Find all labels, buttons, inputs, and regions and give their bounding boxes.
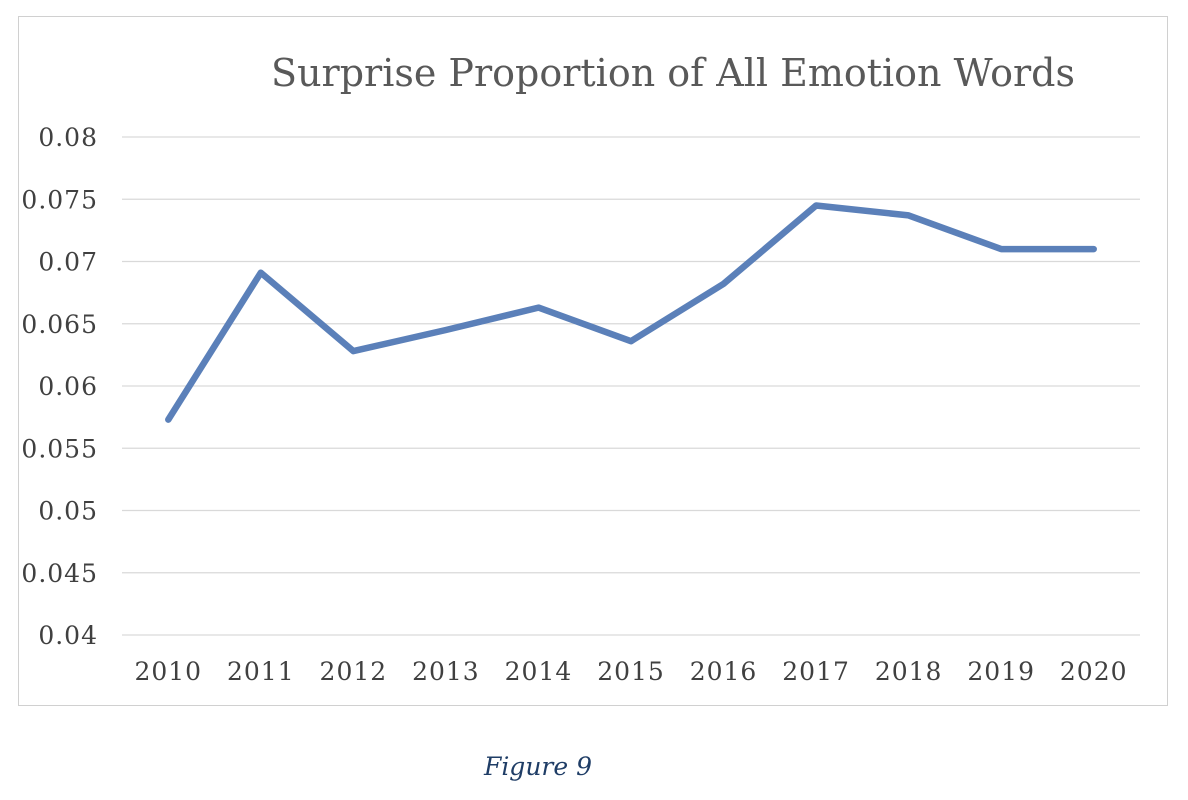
y-tick-label: 0.075 bbox=[21, 185, 98, 214]
x-tick-label: 2019 bbox=[967, 657, 1035, 686]
x-tick-label: 2012 bbox=[320, 657, 388, 686]
x-tick-label: 2020 bbox=[1060, 657, 1128, 686]
y-tick-label: 0.07 bbox=[38, 248, 98, 277]
line-chart: Surprise Proportion of All Emotion Words… bbox=[21, 51, 1140, 686]
x-tick-label: 2017 bbox=[782, 657, 850, 686]
series-layer bbox=[165, 202, 1097, 423]
x-tick-label: 2016 bbox=[690, 657, 758, 686]
y-tick-label: 0.08 bbox=[38, 123, 98, 152]
x-tick-label: 2018 bbox=[875, 657, 943, 686]
y-tick-label: 0.045 bbox=[21, 559, 98, 588]
y-axis-ticks: 0.04 0.045 0.05 0.055 0.06 0.065 0.07 0.075 0.08 bbox=[21, 123, 98, 650]
chart-frame bbox=[18, 16, 1168, 706]
x-tick-label: 2014 bbox=[505, 657, 573, 686]
y-tick-label: 0.05 bbox=[38, 497, 98, 526]
y-tick-label: 0.06 bbox=[38, 372, 98, 401]
x-tick-label: 2011 bbox=[227, 657, 295, 686]
y-tick-label: 0.055 bbox=[21, 434, 98, 463]
x-axis-ticks: 2010 2011 2012 2013 2014 2015 2016 2017 2018 2019… bbox=[134, 657, 1128, 686]
y-tick-label: 0.065 bbox=[21, 310, 98, 339]
y-tick-label: 0.04 bbox=[38, 621, 98, 650]
x-tick-label: 2015 bbox=[597, 657, 665, 686]
series-line bbox=[165, 202, 1097, 423]
x-tick-label: 2010 bbox=[134, 657, 202, 686]
chart-title: Surprise Proportion of All Emotion Words bbox=[271, 51, 1075, 95]
x-tick-label: 2013 bbox=[412, 657, 480, 686]
figure-caption: Figure 9 bbox=[483, 752, 593, 781]
gridlines bbox=[122, 136, 1140, 636]
